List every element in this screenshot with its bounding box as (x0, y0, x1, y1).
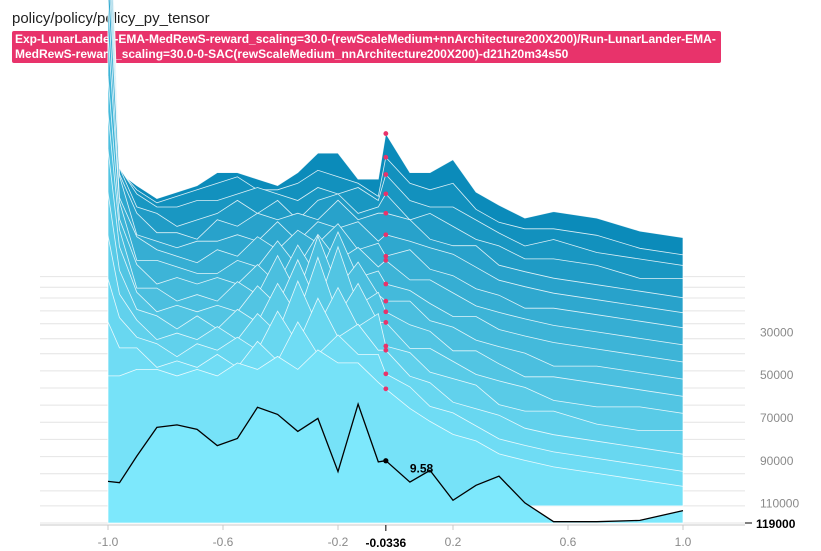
hover-marker (383, 371, 389, 377)
step-tick-label: 90000 (760, 454, 794, 468)
x-tick-label: 1.0 (675, 535, 692, 549)
hover-marker (383, 309, 389, 315)
hover-value-label: 9.58 (410, 462, 434, 476)
hover-marker (383, 343, 389, 349)
hover-marker (383, 298, 389, 304)
x-tick-label: -0.2 (328, 535, 349, 549)
hover-marker (383, 347, 389, 353)
hover-marker (383, 172, 389, 177)
hover-marker (383, 281, 389, 287)
hover-x-label: -0.0336 (365, 536, 406, 550)
step-tick-label: 110000 (760, 497, 799, 511)
run-tag[interactable]: Exp-LunarLander-EMA-MedRewS-reward_scali… (12, 31, 721, 63)
step-tick-label: 70000 (760, 411, 794, 425)
hover-overlay: 9.58 (107, 131, 684, 523)
hover-marker (383, 253, 389, 259)
x-tick-label: 0.6 (560, 535, 577, 549)
step-axis: 30000 50000 70000 90000 110000 119000 (745, 325, 799, 531)
hover-marker (383, 386, 389, 392)
x-tick-label: 0.2 (445, 535, 462, 549)
step-tick-label: 50000 (760, 368, 794, 382)
hover-marker (383, 210, 389, 216)
hover-point (383, 458, 389, 464)
x-axis: -1.0 -0.6 -0.2 0.2 0.6 1.0 -0.0336 (40, 524, 745, 550)
hover-marker (383, 131, 389, 136)
hover-marker (383, 232, 389, 238)
hover-step-label: 119000 (756, 517, 796, 531)
hover-marker (383, 191, 389, 197)
step-tick-label: 30000 (760, 325, 794, 339)
hover-marker (383, 154, 389, 160)
highlighted-series-line (107, 401, 684, 523)
hover-marker (383, 257, 389, 263)
x-tick-label: -0.6 (213, 535, 234, 549)
x-tick-label: -1.0 (98, 535, 119, 549)
histogram-series (107, 0, 684, 524)
hover-marker (383, 320, 389, 325)
